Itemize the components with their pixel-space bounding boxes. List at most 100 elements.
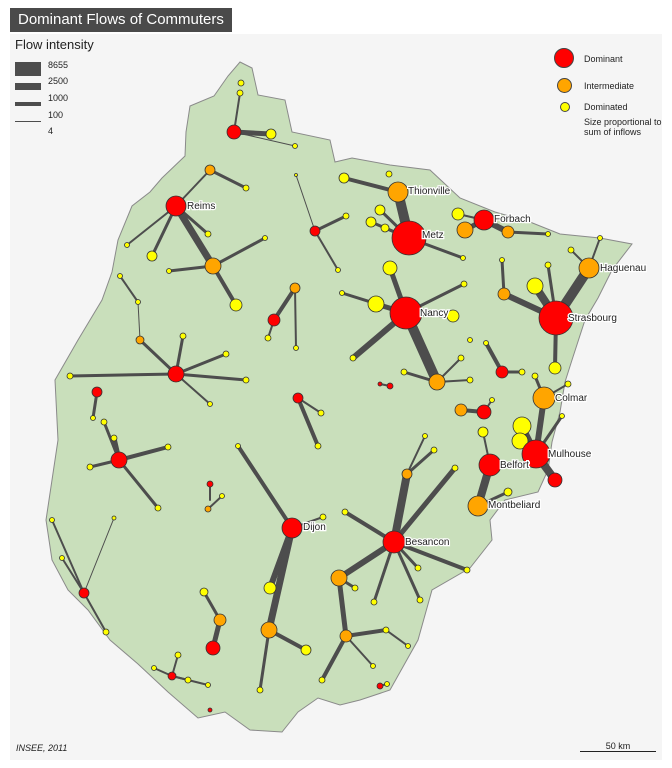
node-legend-label: Dominant [584,54,623,64]
dominated-node [256,686,264,694]
dominated-node [567,246,575,254]
scale-label: 50 km [605,741,631,751]
node-legend-label: Dominated [584,102,628,112]
dominated-node [174,651,182,659]
dominated-node [117,273,123,279]
flow-line [345,635,374,667]
node-legend: Dominant Intermediate Dominated Size pro… [550,44,665,144]
dominant-node [495,365,509,379]
intermediate-node [454,403,468,417]
flow-legend-row: 4 [15,126,105,142]
dominated-node [564,380,572,388]
dominated-node [400,368,408,376]
dominated-node [457,354,465,362]
dominant-node [267,313,281,327]
intermediate-node [330,569,348,587]
dominant-node [386,382,394,390]
flow-line [406,435,426,475]
dominant-node [309,225,321,237]
city-label-besancon: Besancon [405,537,449,548]
city-label-dijon: Dijon [303,522,326,533]
dominated-node [467,337,473,343]
city-nodes [49,79,603,713]
dominated-node [349,354,357,362]
dominated-node [597,235,603,241]
dominant-node [207,707,213,713]
dominated-node [385,170,393,178]
dominated-node [205,682,211,688]
dominated-node [100,418,108,426]
dominant-node [476,404,492,420]
dominated-node [446,309,460,323]
flow-legend-row: 8655 [15,60,105,76]
dominated-node [262,235,268,241]
dominated-node [338,172,350,184]
flow-line [233,131,296,147]
map-title: Dominant Flows of Commuters [10,8,232,32]
dominant-node [205,640,221,656]
flow-legend-row: 100 [15,110,105,126]
dominated-node [382,626,390,634]
flow-line [137,301,141,341]
dominated-node [86,463,94,471]
flow-line [294,287,297,349]
flow-legend-label: 8655 [48,60,69,70]
dominant-node [547,472,563,488]
flow-line [314,230,339,271]
flow-line [208,168,248,190]
dominant-node [281,517,303,539]
dominated-node [544,261,552,269]
dominated-node [477,426,489,438]
city-label-belfort: Belfort [500,460,529,471]
dominated-node [365,216,377,228]
dominant-node [376,682,384,690]
flow-line [117,458,160,510]
dominated-node [341,508,349,516]
dominated-node [503,487,513,497]
intermediate-node [204,164,216,176]
flow-line [117,445,170,462]
dominated-node [335,267,341,273]
dominant-node [382,530,406,554]
dominant-node [167,671,177,681]
intermediate-node [532,386,556,410]
intermediate-node [578,257,600,279]
flow-line [61,557,85,594]
intermediate-node [501,225,515,239]
intermediate-node [387,181,409,203]
intermediate-node-swatch [557,78,572,93]
flow-line [336,575,349,639]
dominant-node [473,209,495,231]
dominated-node [451,464,459,472]
dominated-node [367,295,385,313]
intermediate-node [204,257,222,275]
flow-legend-label: 2500 [48,76,69,86]
city-label-strasbourg: Strasbourg [568,313,617,324]
intermediate-node [135,335,145,345]
intermediate-node [401,468,413,480]
dominated-node [184,676,192,684]
dominated-node [237,79,245,87]
flow-legend-bar [15,62,41,76]
dominated-node [460,255,466,261]
city-label-montbeliard: Montbeliard [488,500,540,511]
flow-line [385,629,409,647]
city-label-thionville: Thionville [408,186,451,197]
dominated-node [511,432,529,450]
flow-line [391,465,458,545]
dominated-node [292,143,298,149]
flow-line [83,592,107,633]
dominated-node [414,564,422,572]
flow-legend-bar [15,102,41,106]
intermediate-node [204,505,212,513]
dominant-node [78,587,90,599]
flow-line [390,470,411,546]
flow-line [320,634,348,682]
flow-line [174,352,228,376]
dominated-node [219,493,225,499]
city-label-nancy: Nancy [420,308,448,319]
dominated-node [489,397,495,403]
dominated-node [370,598,378,606]
dominated-node [531,372,539,380]
